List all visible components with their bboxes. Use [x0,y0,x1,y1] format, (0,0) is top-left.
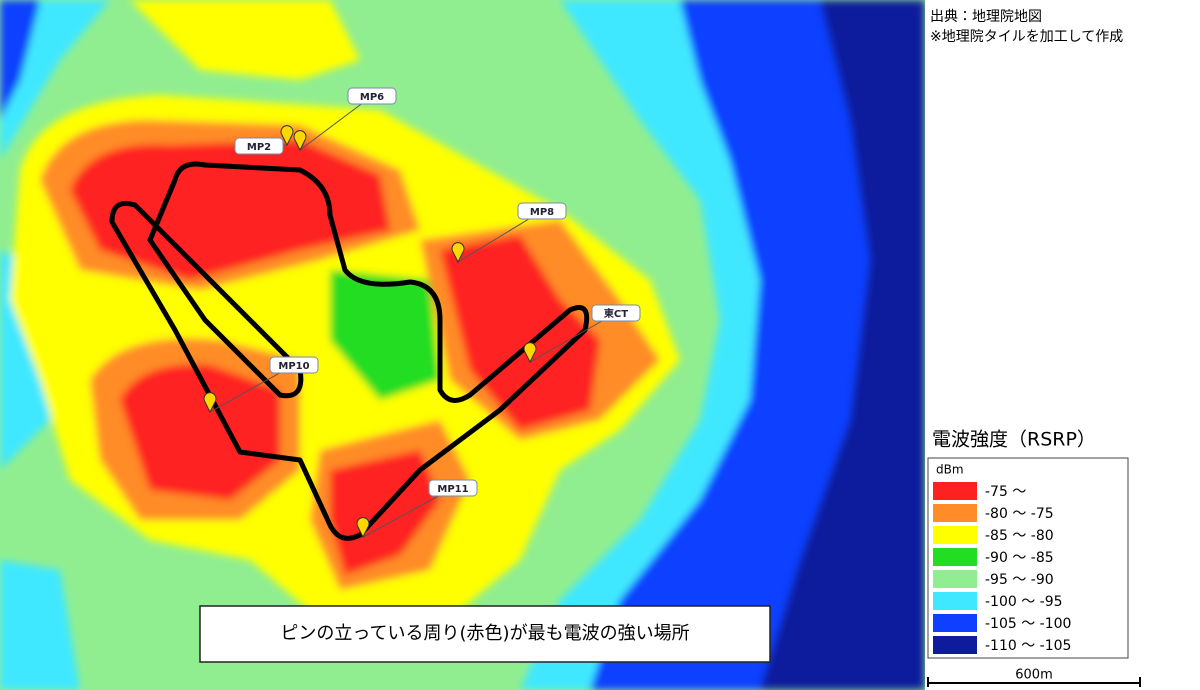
pin-label-box [234,137,284,155]
legend-swatch [933,592,977,610]
caption: ピンの立っている周り(赤色)が最も電波の強い場所 [280,623,689,644]
pin-label-box [269,356,319,374]
pin [523,342,537,364]
pin-label-box [428,479,478,497]
legend-label: -80 〜 -75 [985,506,1054,522]
legend-label: -85 〜 -80 [985,528,1054,544]
legend-unit: dBm [936,463,964,477]
pin-label: MP10 [278,361,309,372]
legend-swatch [933,526,977,544]
pin-label-box [347,87,397,105]
legend-swatch [933,614,977,632]
pin [293,130,307,152]
legend-swatch [933,482,977,500]
caption-box [199,605,771,663]
pin [356,517,370,539]
pin [451,242,465,264]
source-line: 出典：地理院地図 [930,9,1042,25]
legend: dBm -75 〜 -80 〜 -75 -85 〜 -80 -90 〜 -85 -95 … [927,457,1129,659]
legend-label: -95 〜 -90 [985,572,1054,588]
legend-label: -100 〜 -95 [985,594,1063,610]
pin-label: MP11 [437,484,468,495]
legend-swatch [933,570,977,588]
legend-swatch [933,548,977,566]
legend-label: -75 〜 [985,484,1026,500]
pin-label: MP2 [247,142,271,153]
legend-title: 電波強度（RSRP） [932,429,1096,451]
pin [203,392,217,414]
pin-leader [299,95,373,151]
legend-swatch [933,636,977,654]
pins: MP6 MP2 MP8 東CT MP10 MP11 [203,87,641,539]
legend-label: -110 〜 -105 [985,638,1071,654]
heatmap: MP6 MP2 MP8 東CT MP10 MP11 [0,0,925,690]
source-line: ※地理院タイルを加工して作成 [930,29,1123,45]
scale-label: 600m [1015,668,1052,683]
pin-label: 東CT [604,307,628,320]
legend-swatch [933,504,977,522]
track-outline [109,161,590,541]
legend-label: -105 〜 -100 [985,616,1071,632]
pin-label-box [517,202,567,220]
pin-label: MP6 [360,92,384,103]
pin-label-box [591,304,641,322]
pin-label: MP8 [530,207,554,218]
pin [280,125,294,147]
legend-label: -90 〜 -85 [985,550,1054,566]
